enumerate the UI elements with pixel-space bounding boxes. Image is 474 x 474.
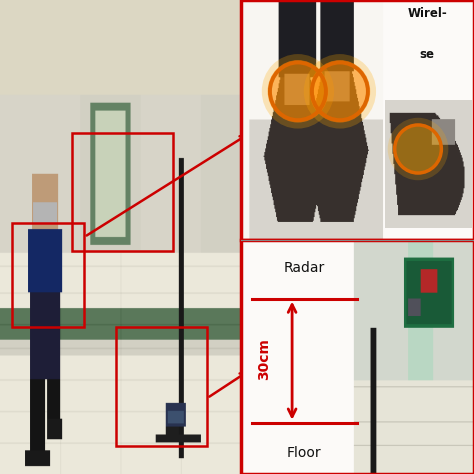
Bar [72, 133, 173, 251]
Circle shape [262, 54, 334, 128]
Text: Radar: Radar [283, 261, 324, 275]
Bar [12, 223, 84, 327]
Circle shape [268, 60, 328, 123]
Text: Wirel-: Wirel- [408, 7, 447, 20]
Circle shape [304, 54, 376, 128]
Circle shape [310, 60, 370, 123]
Bar [116, 327, 207, 446]
Text: se: se [420, 48, 435, 61]
Text: 30cm: 30cm [257, 338, 271, 381]
Text: Floor: Floor [286, 446, 321, 460]
Circle shape [388, 118, 448, 180]
Circle shape [395, 125, 441, 173]
